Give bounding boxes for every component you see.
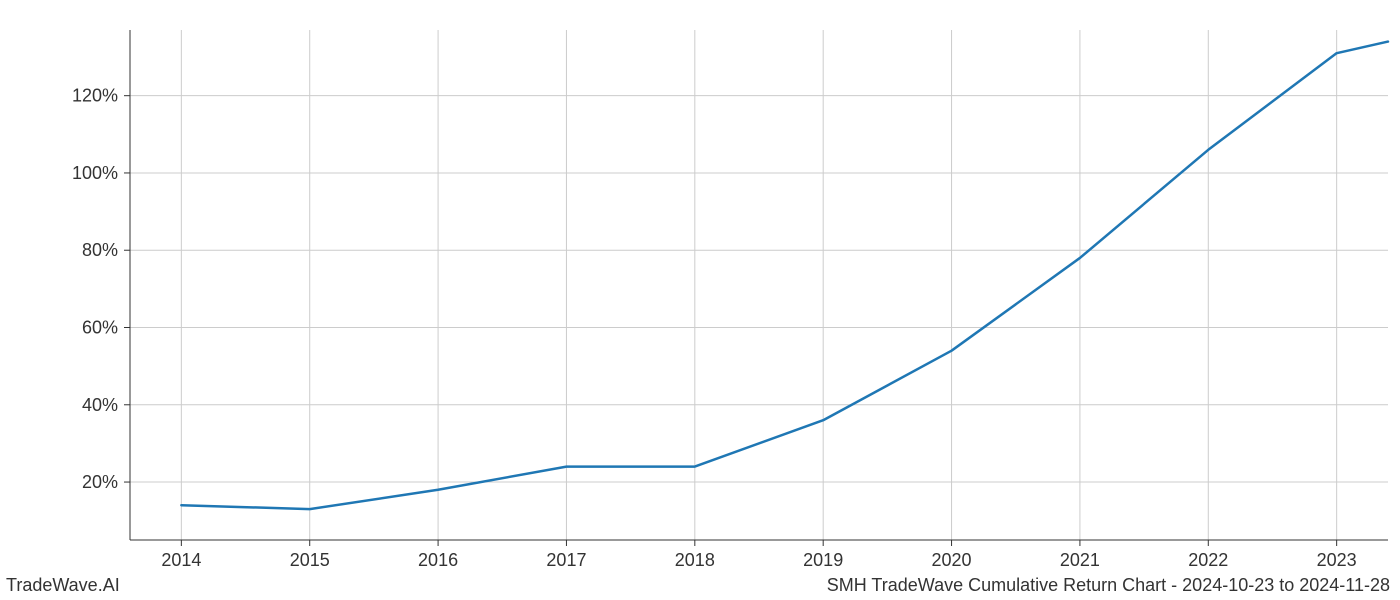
y-tick-label: 60% bbox=[82, 318, 118, 338]
x-tick-label: 2021 bbox=[1060, 550, 1100, 570]
footer-brand: TradeWave.AI bbox=[6, 575, 120, 596]
y-tick-label: 80% bbox=[82, 240, 118, 260]
x-tick-label: 2016 bbox=[418, 550, 458, 570]
x-tick-label: 2019 bbox=[803, 550, 843, 570]
x-tick-label: 2020 bbox=[932, 550, 972, 570]
y-tick-label: 40% bbox=[82, 395, 118, 415]
chart-footer: TradeWave.AI SMH TradeWave Cumulative Re… bbox=[0, 572, 1400, 596]
y-tick-label: 20% bbox=[82, 472, 118, 492]
y-tick-label: 120% bbox=[72, 86, 118, 106]
x-tick-label: 2014 bbox=[161, 550, 201, 570]
chart-background bbox=[0, 0, 1400, 600]
line-chart: 2014 2015 2016 2017 2018 2019 2020 2021 2022 2023… bbox=[0, 0, 1400, 600]
x-tick-label: 2017 bbox=[546, 550, 586, 570]
x-tick-label: 2022 bbox=[1188, 550, 1228, 570]
footer-caption: SMH TradeWave Cumulative Return Chart - … bbox=[827, 575, 1390, 596]
x-tick-label: 2015 bbox=[290, 550, 330, 570]
y-tick-label: 100% bbox=[72, 163, 118, 183]
chart-container: 2014 2015 2016 2017 2018 2019 2020 2021 2022 2023… bbox=[0, 0, 1400, 600]
x-tick-label: 2023 bbox=[1317, 550, 1357, 570]
x-tick-label: 2018 bbox=[675, 550, 715, 570]
